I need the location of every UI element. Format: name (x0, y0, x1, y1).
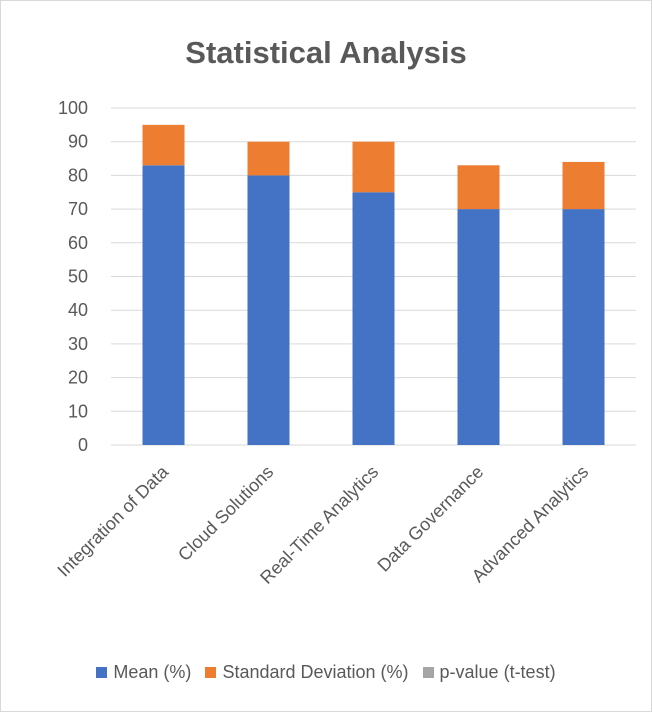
x-tick-label: Cloud Solutions (174, 462, 277, 565)
legend-item: Standard Deviation (%) (205, 662, 409, 683)
legend-swatch (205, 667, 217, 678)
x-tick-label: Advanced Analytics (468, 462, 593, 587)
x-tick-label: Data Governance (373, 462, 487, 576)
bar-mean (142, 165, 185, 446)
chart-plot-area: 0 10 20 30 40 50 60 70 80 90 100 Integration of Dat… (53, 98, 636, 588)
legend-swatch (96, 667, 108, 678)
y-tick-label: 50 (68, 267, 88, 287)
bar-mean (352, 192, 395, 445)
y-tick-label: 80 (68, 165, 88, 185)
legend-item: Mean (%) (96, 662, 191, 683)
bar-mean (562, 209, 605, 445)
legend-label: p-value (t-test) (439, 662, 556, 682)
y-tick-label: 20 (68, 368, 88, 388)
chart-legend: Mean (%) Standard Deviation (%) p-value (t… (1, 662, 651, 683)
bar-std-dev (562, 161, 605, 210)
y-tick-label: 40 (68, 300, 88, 320)
x-tick-label: Integration of Data (53, 461, 173, 581)
bar-mean (457, 209, 500, 445)
legend-swatch (422, 667, 434, 678)
legend-item: p-value (t-test) (422, 662, 556, 683)
legend-label: Standard Deviation (%) (222, 662, 409, 682)
bar-std-dev (352, 141, 395, 193)
bar-std-dev (457, 165, 500, 210)
y-tick-label: 60 (68, 233, 88, 253)
bar-std-dev (247, 141, 290, 176)
y-tick-label: 30 (68, 334, 88, 354)
legend-label: Mean (%) (113, 662, 192, 682)
bar-std-dev (142, 124, 185, 166)
chart-title: Statistical Analysis (185, 35, 467, 70)
y-tick-label: 0 (78, 435, 88, 455)
x-tick-label: Real-Time Analytics (256, 462, 382, 588)
y-tick-label: 70 (68, 199, 88, 219)
bar-mean (247, 175, 290, 445)
y-tick-label: 100 (58, 98, 88, 118)
y-tick-label: 90 (68, 132, 88, 152)
y-tick-label: 10 (68, 401, 88, 421)
